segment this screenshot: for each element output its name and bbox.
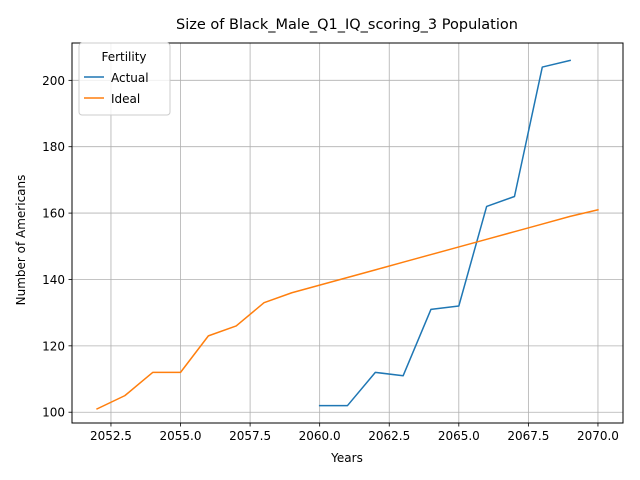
plot-frame — [71, 42, 624, 424]
legend-title: Fertility — [101, 50, 146, 64]
x-tick-label: 2057.5 — [229, 429, 271, 443]
series-line-actual — [318, 59, 572, 407]
x-tick-label: 2065.0 — [438, 429, 480, 443]
legend: Fertility Actual Ideal — [78, 42, 171, 116]
legend-label-ideal: Ideal — [111, 92, 140, 106]
grid — [72, 43, 623, 423]
x-tick-label: 2067.5 — [507, 429, 549, 443]
legend-label-actual: Actual — [111, 71, 149, 85]
x-tick-label: 2060.0 — [299, 429, 341, 443]
chart-title: Size of Black_Male_Q1_IQ_scoring_3 Popul… — [176, 17, 518, 33]
y-tick-label: 160 — [42, 207, 65, 221]
y-tick-label: 180 — [42, 140, 65, 154]
y-tick-label: 200 — [42, 74, 65, 88]
x-axis-label: Years — [330, 451, 363, 465]
y-tick-label: 140 — [42, 273, 65, 287]
y-tick-label: 120 — [42, 339, 65, 353]
x-tick-label: 2055.0 — [160, 429, 202, 443]
ticks: 2052.5 2055.0 2057.5 2060.0 2062.5 2065.0 2067… — [42, 74, 619, 443]
series-lines — [96, 59, 599, 410]
x-tick-label: 2070.0 — [577, 429, 619, 443]
x-tick-label: 2052.5 — [90, 429, 132, 443]
y-tick-label: 100 — [42, 406, 65, 420]
x-tick-label: 2062.5 — [368, 429, 410, 443]
y-axis-label: Number of Americans — [14, 175, 28, 306]
legend-frame — [78, 42, 171, 116]
series-line-ideal — [96, 208, 599, 410]
